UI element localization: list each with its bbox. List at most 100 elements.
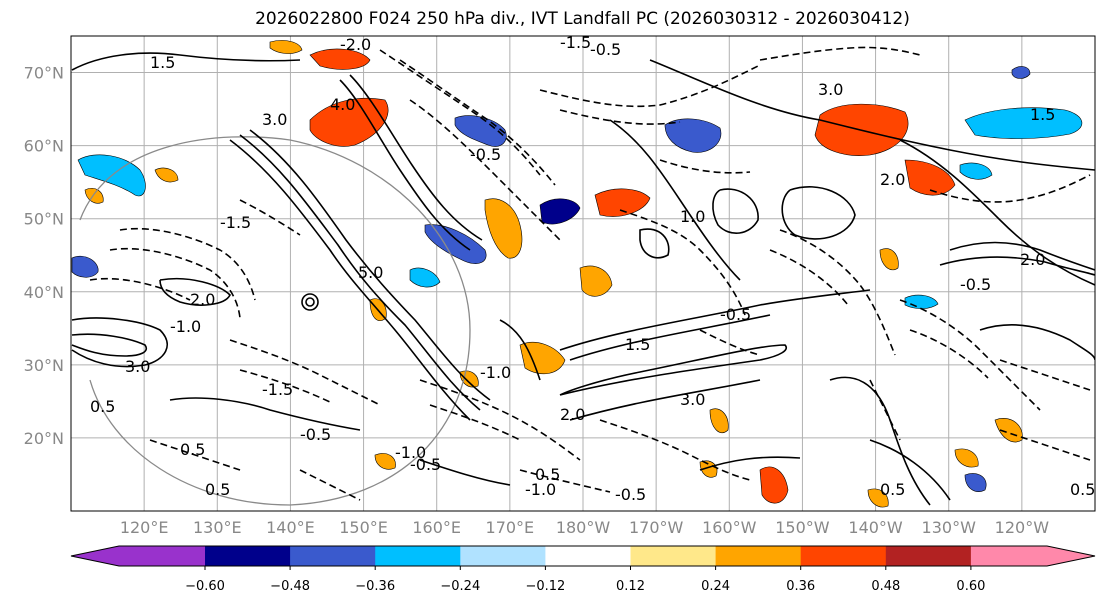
contour-label: 2.0: [880, 170, 905, 189]
contour-label: 0.5: [90, 397, 115, 416]
colorbar-bin: [205, 546, 291, 566]
colorbar-under-extension: [71, 546, 205, 566]
colorbar-tick-labels: −0.60 −0.48 −0.36 −0.24 −0.12 0.12 0.24 0.36 0.4…: [185, 566, 985, 594]
longitude-tick-label: 120°E: [120, 518, 169, 537]
longitude-tick-label: 140°E: [266, 518, 315, 537]
contour-label: -1.5: [560, 33, 591, 52]
convergence-patch: [424, 224, 487, 264]
contour-label: 1.5: [625, 335, 650, 354]
colorbar-bin: [375, 546, 461, 566]
contour-label: -0.5: [960, 275, 991, 294]
colorbar-tick-label: 0.48: [871, 579, 900, 594]
colorbar-tick-label: 0.24: [701, 579, 730, 594]
latitude-tick-label: 30°N: [24, 356, 64, 375]
colorbar-tick-label: −0.24: [440, 579, 480, 594]
divergence-patch: [269, 40, 303, 54]
contour-label: 2.0: [560, 405, 585, 424]
longitude-tick-label: 170°E: [486, 518, 535, 537]
map-frame: [70, 35, 1096, 512]
latitude-tick-label: 50°N: [24, 210, 64, 229]
contour-label: -0.5: [720, 305, 751, 324]
contour-label: 1.5: [150, 53, 175, 72]
colorbar: [70, 545, 1096, 567]
contour-label: 1.0: [680, 207, 705, 226]
convergence-patch: [71, 255, 99, 278]
divergence-shading: [71, 40, 1083, 508]
longitude-tick-label: 150°W: [775, 518, 830, 537]
latitude-tick-label: 60°N: [24, 137, 64, 156]
divergence-patch: [709, 408, 729, 434]
contour-label: -0.5: [410, 455, 441, 474]
divergence-patch: [594, 188, 651, 217]
contour-label: 0.5: [535, 465, 560, 484]
latitude-labels: 20°N 30°N 40°N 50°N 60°N 70°N: [24, 64, 64, 448]
contour-label: -1.0: [170, 317, 201, 336]
latitude-tick-label: 70°N: [24, 64, 64, 83]
longitude-tick-label: 170°W: [629, 518, 684, 537]
colorbar-bin: [630, 546, 717, 566]
divergence-patch: [484, 198, 523, 259]
contour-label: -1.0: [480, 363, 511, 382]
contour-label: 5.0: [358, 263, 383, 282]
dashed-contours: [89, 46, 1091, 501]
divergence-patch: [904, 159, 956, 196]
divergence-patch: [374, 453, 396, 470]
longitude-tick-label: 180°W: [556, 518, 611, 537]
convergence-patch: [409, 267, 441, 288]
longitude-tick-label: 130°E: [193, 518, 242, 537]
colorbar-over-extension: [970, 546, 1095, 566]
colorbar-tick-label: 0.36: [786, 579, 815, 594]
divergence-patch: [867, 488, 889, 508]
contour-labels: 5.0 4.0 3.0 1.5 -2.0 -1.5 -0.5 2.0 3.0 1…: [90, 33, 1095, 504]
contour-label: 4.0: [330, 95, 355, 114]
colorbar-tick-label: −0.36: [355, 579, 395, 594]
contour-label: 3.0: [818, 80, 843, 99]
convergence-patch: [664, 118, 722, 153]
contour-label: 2.0: [1020, 250, 1045, 269]
contour-label: 1.5: [1030, 105, 1055, 124]
contour-label: 3.0: [680, 390, 705, 409]
divergence-patch: [759, 466, 789, 504]
divergence-patch: [994, 418, 1023, 443]
colorbar-bin: [800, 546, 887, 566]
colorbar-tick-label: −0.12: [525, 579, 565, 594]
landfall-circle: [79, 136, 471, 506]
longitude-tick-label: 140°W: [848, 518, 903, 537]
contour-label: 3.0: [262, 110, 287, 129]
colorbar-tick-label: 0.12: [616, 579, 645, 594]
colorbar-bin: [290, 546, 376, 566]
divergence-patch: [954, 448, 979, 468]
convergence-patch: [964, 107, 1083, 139]
colorbar-bin: [460, 546, 546, 566]
contour-label: -0.5: [470, 145, 501, 164]
colorbar-bin: [715, 546, 802, 566]
contour-label: -0.5: [590, 40, 621, 59]
convergence-patch: [1011, 66, 1031, 79]
map-title: 2026022800 F024 250 hPa div., IVT Landfa…: [255, 9, 910, 29]
contour-label: 0.5: [180, 440, 205, 459]
longitude-tick-label: 160°W: [702, 518, 757, 537]
contour-label: -2.0: [340, 35, 371, 54]
colorbar-bin: [545, 546, 631, 566]
contour-label: -1.0: [395, 443, 426, 462]
contour-label: 3.0: [125, 357, 150, 376]
contour-label: 2.0: [190, 290, 215, 309]
colorbar-outline: [70, 545, 1096, 567]
contour-label: -0.5: [300, 425, 331, 444]
divergence-patch: [309, 48, 371, 70]
contour-label: -0.5: [615, 485, 646, 504]
contour-label: 0.5: [1070, 480, 1095, 499]
contour-label: 0.5: [880, 480, 905, 499]
latitude-tick-label: 20°N: [24, 429, 64, 448]
colorbar-tick-label: −0.60: [185, 579, 225, 594]
divergence-patch: [154, 167, 179, 183]
divergence-patch: [519, 341, 566, 375]
longitude-tick-label: 130°W: [922, 518, 977, 537]
contour-label: -1.0: [525, 480, 556, 499]
convergence-patch: [959, 162, 993, 180]
contour-label: -1.5: [262, 380, 293, 399]
colorbar-tick-label: −0.48: [270, 579, 310, 594]
latitude-tick-label: 40°N: [24, 283, 64, 302]
longitude-tick-label: 160°E: [412, 518, 461, 537]
